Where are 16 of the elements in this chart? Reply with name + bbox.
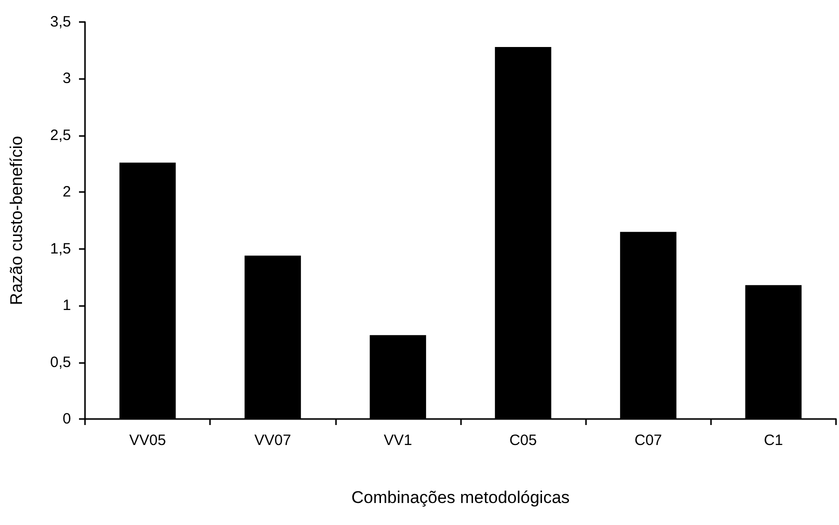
x-axis-title: Combinações metodológicas [351,488,570,507]
y-tick-label: 2 [62,184,71,201]
y-tick-label: 1,5 [50,240,71,258]
y-tick-label: 3,5 [50,14,71,30]
y-tick-label: 3 [62,70,71,88]
y-tick-label: 0,5 [50,354,71,371]
y-tick-label: 1 [62,297,71,314]
y-tick-label: 2,5 [50,126,71,144]
x-tick-label: VV05 [129,432,166,449]
y-tick-label: 0 [62,410,71,428]
x-tick-label: VV07 [254,432,292,449]
x-tick-label: C1 [764,432,784,449]
x-tick-label: VV1 [384,432,412,449]
x-tick-label: C07 [634,432,662,449]
y-axis-title: Razão custo-benefício [7,136,26,306]
x-tick-label: C05 [509,432,537,449]
